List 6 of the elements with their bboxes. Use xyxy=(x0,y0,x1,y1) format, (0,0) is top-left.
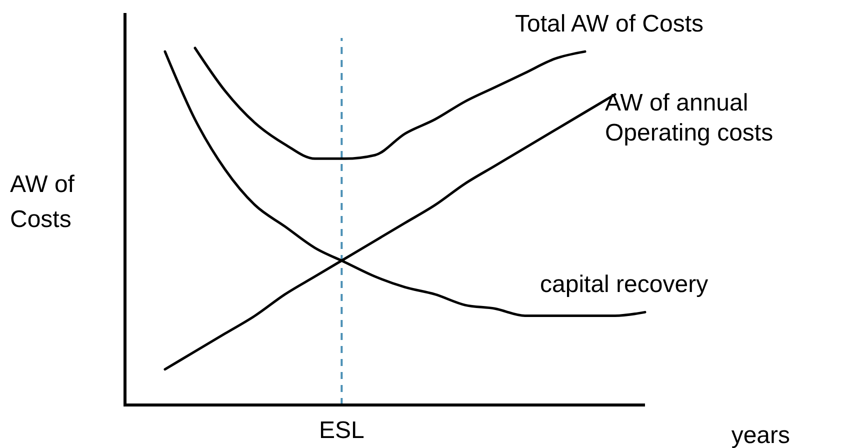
series-label: Total AW of Costs xyxy=(515,10,704,38)
series-label: capital recovery xyxy=(540,271,708,298)
series-label: AW of annual Operating costs xyxy=(605,89,774,146)
x-axis-title: years xyxy=(731,422,790,448)
text: ESL xyxy=(318,417,364,444)
y-axis-title: AW of Costs xyxy=(10,171,75,233)
